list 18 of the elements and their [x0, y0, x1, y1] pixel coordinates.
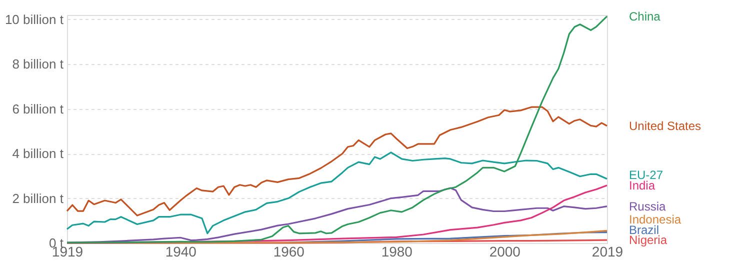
y-tick-label: 10 billion t [4, 12, 64, 27]
series-label: India [629, 178, 656, 192]
y-tick-label: 6 billion t [12, 101, 64, 116]
x-tick-label: 1940 [165, 244, 197, 260]
series-label: Nigeria [629, 233, 668, 248]
x-tick-label: 2000 [489, 244, 521, 260]
y-tick-label: 2 billion t [12, 190, 64, 206]
series-label: China [629, 9, 661, 24]
line-series [66, 152, 608, 234]
x-tick-label: 2019 [592, 244, 624, 260]
line-series [66, 106, 608, 216]
series-label: United States [629, 118, 702, 133]
line-series [66, 16, 608, 244]
x-tick-label: 1980 [381, 244, 413, 260]
y-tick-label: 4 billion t [12, 146, 64, 162]
series-label: Russia [629, 199, 666, 214]
x-tick-label: 1960 [273, 244, 305, 260]
y-tick-label: 8 billion t [12, 56, 64, 72]
